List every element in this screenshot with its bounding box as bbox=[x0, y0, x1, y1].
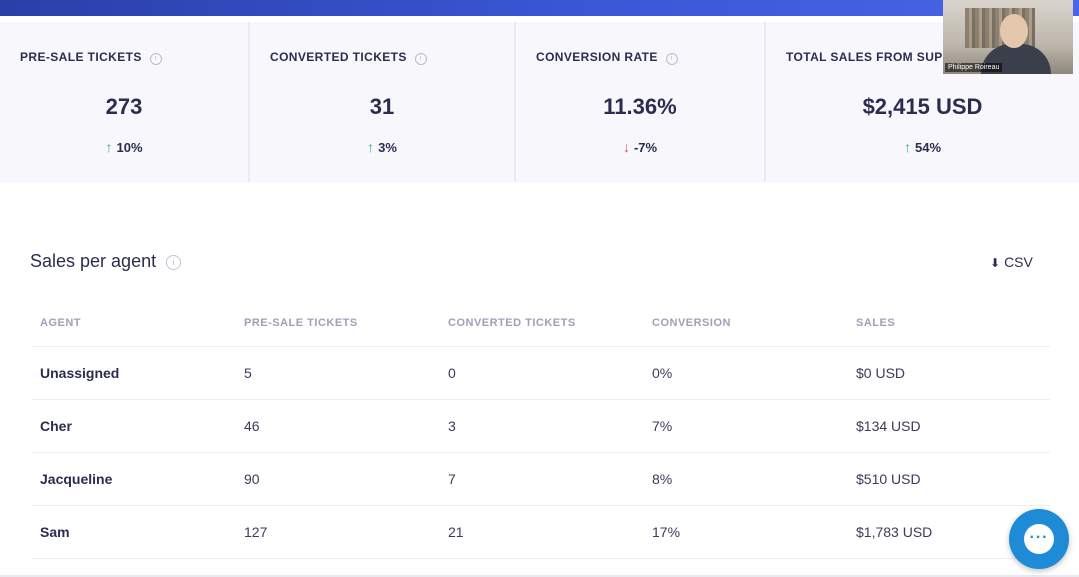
column-header-conversion[interactable]: CONVERSION bbox=[644, 300, 848, 347]
table-row[interactable]: Unassigned 5 0 0% $0 USD bbox=[32, 346, 1050, 400]
stat-title: PRE-SALE TICKETS bbox=[20, 50, 142, 64]
stat-value: 11.36% bbox=[603, 94, 677, 119]
sales-cell: $0 USD bbox=[848, 346, 1050, 400]
stat-card-presale: PRE-SALE TICKETS i 273 ↑ 10% bbox=[0, 22, 250, 182]
converted-cell: 0 bbox=[440, 346, 644, 400]
presale-cell: 90 bbox=[236, 452, 440, 506]
arrow-up-icon: ↑ bbox=[903, 139, 911, 155]
column-header-converted[interactable]: CONVERTED TICKETS bbox=[440, 300, 644, 347]
stat-delta: 54% bbox=[914, 140, 942, 155]
presale-cell: 46 bbox=[236, 399, 440, 453]
stat-delta: 10% bbox=[116, 140, 143, 155]
webcam-name-label: Philippe Roireau bbox=[945, 63, 1003, 72]
csv-download-button[interactable]: ⬇ CSV bbox=[990, 254, 1033, 270]
divider bbox=[0, 575, 1079, 577]
stat-title: CONVERSION RATE bbox=[536, 50, 658, 64]
agent-cell: Cher bbox=[32, 399, 236, 453]
column-header-agent[interactable]: AGENT bbox=[32, 300, 236, 347]
sales-cell: $510 USD bbox=[848, 452, 1050, 506]
section-title: Sales per agent i bbox=[30, 251, 182, 272]
stats-row: PRE-SALE TICKETS i 273 ↑ 10% CONVERTED TIC… bbox=[0, 22, 1079, 182]
converted-cell: 3 bbox=[440, 399, 644, 453]
info-icon[interactable]: i bbox=[149, 53, 162, 65]
arrow-down-icon: ↓ bbox=[622, 139, 630, 155]
agent-cell: Unassigned bbox=[32, 346, 236, 400]
stat-title: CONVERTED TICKETS bbox=[270, 50, 407, 64]
agent-cell: Sam bbox=[32, 505, 236, 559]
presale-cell: 127 bbox=[236, 505, 440, 559]
arrow-up-icon: ↑ bbox=[367, 139, 375, 155]
conversion-cell: 7% bbox=[644, 399, 848, 453]
arrow-up-icon: ↑ bbox=[105, 139, 113, 155]
converted-cell: 7 bbox=[440, 452, 644, 506]
person-head bbox=[1000, 14, 1028, 48]
converted-cell: 21 bbox=[440, 505, 644, 559]
csv-label: CSV bbox=[1004, 254, 1033, 270]
download-icon: ⬇ bbox=[990, 256, 1001, 270]
stat-card-converted: CONVERTED TICKETS i 31 ↑ 3% bbox=[250, 22, 516, 182]
stat-card-conversion-rate: CONVERSION RATE i 11.36% ↓ -7% bbox=[516, 22, 766, 182]
column-header-presale[interactable]: PRE-SALE TICKETS bbox=[236, 300, 440, 347]
info-icon[interactable]: i bbox=[166, 255, 182, 270]
webcam-overlay: Philippe Roireau bbox=[943, 0, 1073, 74]
conversion-cell: 17% bbox=[644, 505, 848, 559]
stat-value: $2,415 USD bbox=[862, 94, 983, 119]
table-row[interactable]: Cher 46 3 7% $134 USD bbox=[32, 399, 1050, 453]
info-icon[interactable]: i bbox=[665, 53, 678, 65]
table-row[interactable]: Sam 127 21 17% $1,783 USD bbox=[32, 505, 1050, 559]
stat-value: 273 bbox=[105, 94, 143, 119]
stat-delta: 3% bbox=[378, 140, 397, 155]
conversion-cell: 8% bbox=[644, 452, 848, 506]
chat-icon: ··· bbox=[1024, 524, 1054, 554]
table-row[interactable]: Jacqueline 90 7 8% $510 USD bbox=[32, 452, 1050, 506]
stat-value: 31 bbox=[369, 94, 395, 119]
column-header-sales[interactable]: SALES bbox=[848, 300, 1050, 347]
conversion-cell: 0% bbox=[644, 346, 848, 400]
chat-launcher-button[interactable]: ··· bbox=[1009, 509, 1069, 569]
info-icon[interactable]: i bbox=[414, 53, 427, 65]
table-header-row: AGENT PRE-SALE TICKETS CONVERTED TICKETS… bbox=[32, 300, 1050, 347]
agent-cell: Jacqueline bbox=[32, 452, 236, 506]
top-gradient-bar bbox=[0, 0, 1079, 16]
sales-cell: $134 USD bbox=[848, 399, 1050, 453]
stat-delta: -7% bbox=[633, 140, 658, 155]
sales-per-agent-table: AGENT PRE-SALE TICKETS CONVERTED TICKETS… bbox=[32, 300, 1050, 559]
section-title-text: Sales per agent bbox=[30, 251, 157, 271]
presale-cell: 5 bbox=[236, 346, 440, 400]
stat-title: TOTAL SALES FROM SUPP bbox=[786, 50, 952, 64]
